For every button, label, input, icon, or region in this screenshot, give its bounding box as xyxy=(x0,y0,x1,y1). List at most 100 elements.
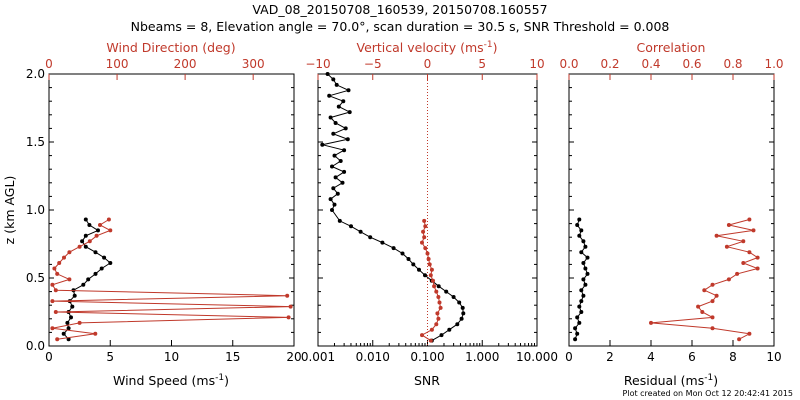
top-tick-label: 5 xyxy=(478,57,486,71)
correlation-point xyxy=(726,277,731,282)
top-tick-label: −5 xyxy=(364,57,382,71)
top-tick-label: 0.6 xyxy=(682,57,701,71)
snr-point xyxy=(451,295,456,299)
wind-direction-point xyxy=(62,255,66,260)
correlation-point xyxy=(696,304,701,309)
y-tick-label: 0.0 xyxy=(26,339,45,353)
snr-point xyxy=(333,175,338,180)
vertical-velocity-point xyxy=(426,257,431,261)
snr-point xyxy=(349,224,353,229)
vertical-velocity-point xyxy=(421,229,426,234)
wind-speed-axis-label: Wind Speed (ms-1) xyxy=(113,373,229,388)
wind-direction-point xyxy=(67,250,72,255)
snr-point xyxy=(436,284,441,289)
residual-point xyxy=(585,255,590,260)
snr-point xyxy=(391,246,396,251)
snr-point xyxy=(328,115,333,120)
snr-point xyxy=(447,327,452,332)
residual-point xyxy=(581,239,586,244)
snr-point xyxy=(325,72,330,76)
snr-point xyxy=(455,322,460,327)
correlation-point xyxy=(747,250,752,255)
vertical-velocity-point xyxy=(429,267,434,272)
snr-line xyxy=(322,73,464,342)
residual-point xyxy=(581,261,586,265)
snr-point xyxy=(417,267,421,272)
snr-point xyxy=(346,88,351,93)
residual-point xyxy=(575,223,580,227)
snr-point xyxy=(334,82,339,87)
top-tick-label: 0 xyxy=(45,57,53,71)
snr-point xyxy=(333,121,338,125)
wind-direction-point xyxy=(67,277,72,282)
residual-point xyxy=(579,299,584,304)
correlation-point xyxy=(710,282,715,287)
wind-direction-point xyxy=(87,239,92,244)
vertical-velocity-point xyxy=(431,278,435,283)
wind-speed-point xyxy=(80,239,85,244)
wind-speed-point xyxy=(66,326,71,331)
residual-point xyxy=(583,282,588,287)
residual-point xyxy=(577,233,582,238)
wind-speed-point xyxy=(99,266,104,271)
x-tick-label: 8 xyxy=(729,350,737,364)
x-tick-label: 0 xyxy=(565,350,573,364)
snr-point xyxy=(444,289,449,294)
snr-point xyxy=(327,93,332,98)
snr-point xyxy=(406,257,411,261)
wind-speed-point xyxy=(81,282,86,287)
wind-speed-point xyxy=(93,271,98,276)
top-tick-label: 0.4 xyxy=(641,57,660,71)
wind-speed-point xyxy=(83,217,88,222)
snr-point xyxy=(457,300,462,305)
snr-point xyxy=(411,262,416,267)
wind-direction-point xyxy=(53,288,58,293)
top-tick-label: 1.0 xyxy=(764,57,783,71)
correlation-point xyxy=(710,299,715,304)
wind-speed-point xyxy=(83,233,88,238)
snr-point xyxy=(460,305,465,310)
residual-point xyxy=(575,315,580,320)
wind-direction-point xyxy=(50,299,55,304)
correlation-point xyxy=(700,310,705,314)
wind-speed-point xyxy=(93,250,98,255)
vertical-velocity-point xyxy=(435,311,440,316)
x-tick-label: 5 xyxy=(106,350,114,364)
wind-direction-point xyxy=(288,304,293,309)
figure-title-line2: Nbeams = 8, Elevation angle = 70.0°, sca… xyxy=(131,19,670,34)
correlation-point xyxy=(702,288,707,293)
vertical-velocity-point xyxy=(434,289,439,294)
height-axis-label: z (km AGL) xyxy=(2,176,17,245)
top-tick-label: 300 xyxy=(242,57,265,71)
wind-direction-point xyxy=(57,261,62,265)
wind-direction-point xyxy=(94,233,99,238)
wind-speed-point xyxy=(108,261,113,265)
top-tick-label: 100 xyxy=(106,57,129,71)
correlation-point xyxy=(737,337,742,342)
figure-title-line1: VAD_08_20150708_160539, 20150708.160557 xyxy=(252,2,547,17)
vertical-velocity-point xyxy=(423,224,428,229)
wind-direction-axis-label: Wind Direction (deg) xyxy=(106,40,235,55)
wind-direction-point xyxy=(55,271,60,276)
vertical-velocity-point xyxy=(420,240,424,245)
top-tick-label: −10 xyxy=(305,57,330,71)
snr-point xyxy=(331,77,336,82)
vertical-velocity-point xyxy=(428,273,433,278)
residual-point xyxy=(579,310,584,314)
snr-point xyxy=(328,197,333,202)
vertical-velocity-point xyxy=(436,295,441,299)
snr-axis-label: SNR xyxy=(414,373,440,388)
snr-point xyxy=(342,169,347,174)
y-tick-label: 1.0 xyxy=(26,203,45,217)
x-tick-label: 10 xyxy=(766,350,781,364)
residual-point xyxy=(573,337,578,342)
snr-point xyxy=(332,202,337,207)
residual-panel-frame xyxy=(568,73,775,347)
snr-point xyxy=(423,273,427,278)
correlation-axis-label: Correlation xyxy=(637,40,706,55)
snr-point xyxy=(320,142,325,147)
residual-point xyxy=(577,217,582,222)
vertical-velocity-point xyxy=(437,300,442,305)
snr-point xyxy=(358,229,363,234)
